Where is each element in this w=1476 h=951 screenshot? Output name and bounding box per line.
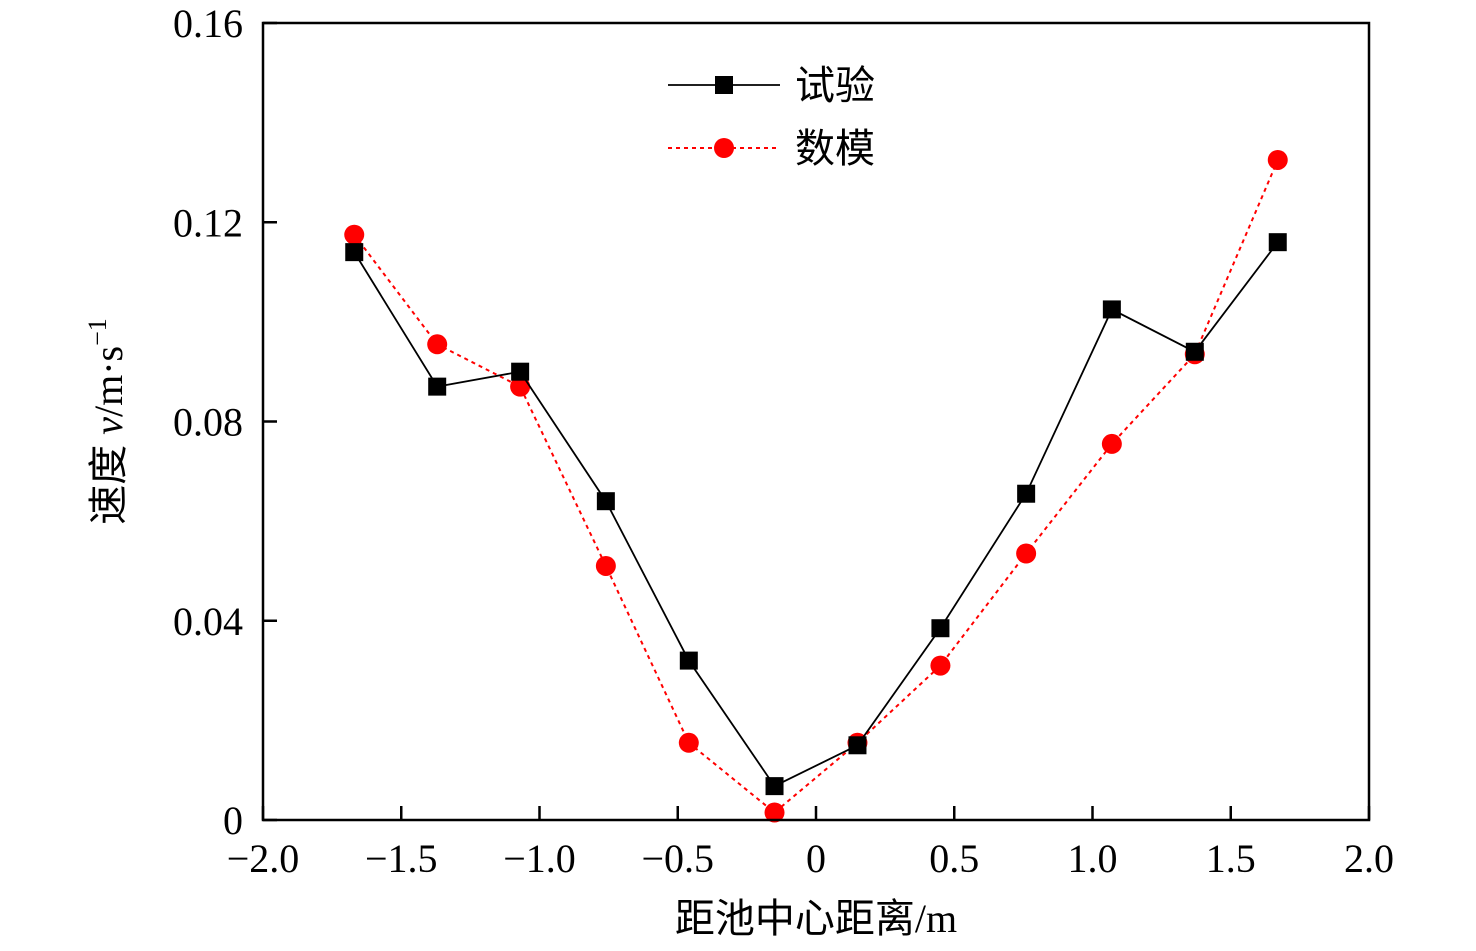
- circle-marker: [427, 334, 448, 355]
- x-tick-label: −2.0: [227, 836, 300, 881]
- x-tick-label: 2.0: [1344, 836, 1394, 881]
- square-marker: [1017, 484, 1036, 503]
- series-line: [353, 159, 1279, 814]
- y-tick-label: 0.08: [173, 400, 243, 445]
- legend-item: 数模: [668, 126, 875, 171]
- circle-marker: [678, 732, 699, 753]
- series-line: [353, 241, 1279, 788]
- y-tick-label: 0.12: [173, 200, 243, 245]
- y-tick-label: 0.04: [173, 599, 243, 644]
- x-axis-title: 距池中心距离/m: [675, 896, 957, 941]
- y-axis-title: 速度 v/m·s−1: [83, 318, 131, 525]
- circle-marker: [930, 655, 951, 676]
- x-tick-label: 1.0: [1068, 836, 1118, 881]
- circle-marker: [510, 376, 531, 397]
- circle-marker: [764, 802, 785, 823]
- legend-marker: [715, 76, 733, 94]
- square-marker: [511, 362, 530, 381]
- y-axis-title-prefix: 速度: [86, 435, 131, 525]
- square-marker: [765, 777, 784, 796]
- x-tick-label: 0.5: [929, 836, 979, 881]
- x-tick-label: 0: [806, 836, 826, 881]
- x-tick-label: 1.5: [1206, 836, 1256, 881]
- square-marker: [931, 619, 950, 638]
- square-marker: [679, 651, 698, 670]
- circle-marker: [344, 224, 365, 245]
- square-marker: [428, 377, 447, 396]
- series-simulation: [344, 149, 1288, 823]
- y-tick-label: 0: [223, 798, 243, 843]
- y-axis-title-unit: /m·s: [86, 346, 131, 417]
- square-marker: [345, 243, 364, 262]
- circle-marker: [595, 555, 616, 576]
- square-marker: [848, 736, 867, 755]
- y-axis-title-var: v: [86, 417, 131, 435]
- legend-marker: [714, 138, 734, 158]
- x-tick-label: −1.5: [365, 836, 438, 881]
- ticks-layer: −2.0 −1.5 −1.0 −0.5 0 0.5 1.0 1.5 2.0 0 0.04 0.08 0.…: [173, 1, 1394, 881]
- legend-label: 试验: [795, 63, 875, 108]
- legend-label: 数模: [795, 126, 875, 171]
- square-marker: [1268, 233, 1287, 252]
- x-tick-label: −0.5: [641, 836, 714, 881]
- y-tick-label: 0.16: [173, 1, 243, 46]
- series-experiment: [345, 233, 1287, 796]
- square-marker: [1102, 300, 1121, 319]
- legend-item: 试验: [668, 63, 875, 108]
- square-marker: [1185, 342, 1204, 361]
- series-layer: [344, 149, 1288, 823]
- x-tick-label: −1.0: [503, 836, 576, 881]
- square-marker: [596, 492, 615, 511]
- circle-marker: [1101, 433, 1122, 454]
- circle-marker: [1016, 543, 1037, 564]
- circle-marker: [1267, 149, 1288, 170]
- y-axis-title-sup: −1: [83, 318, 112, 346]
